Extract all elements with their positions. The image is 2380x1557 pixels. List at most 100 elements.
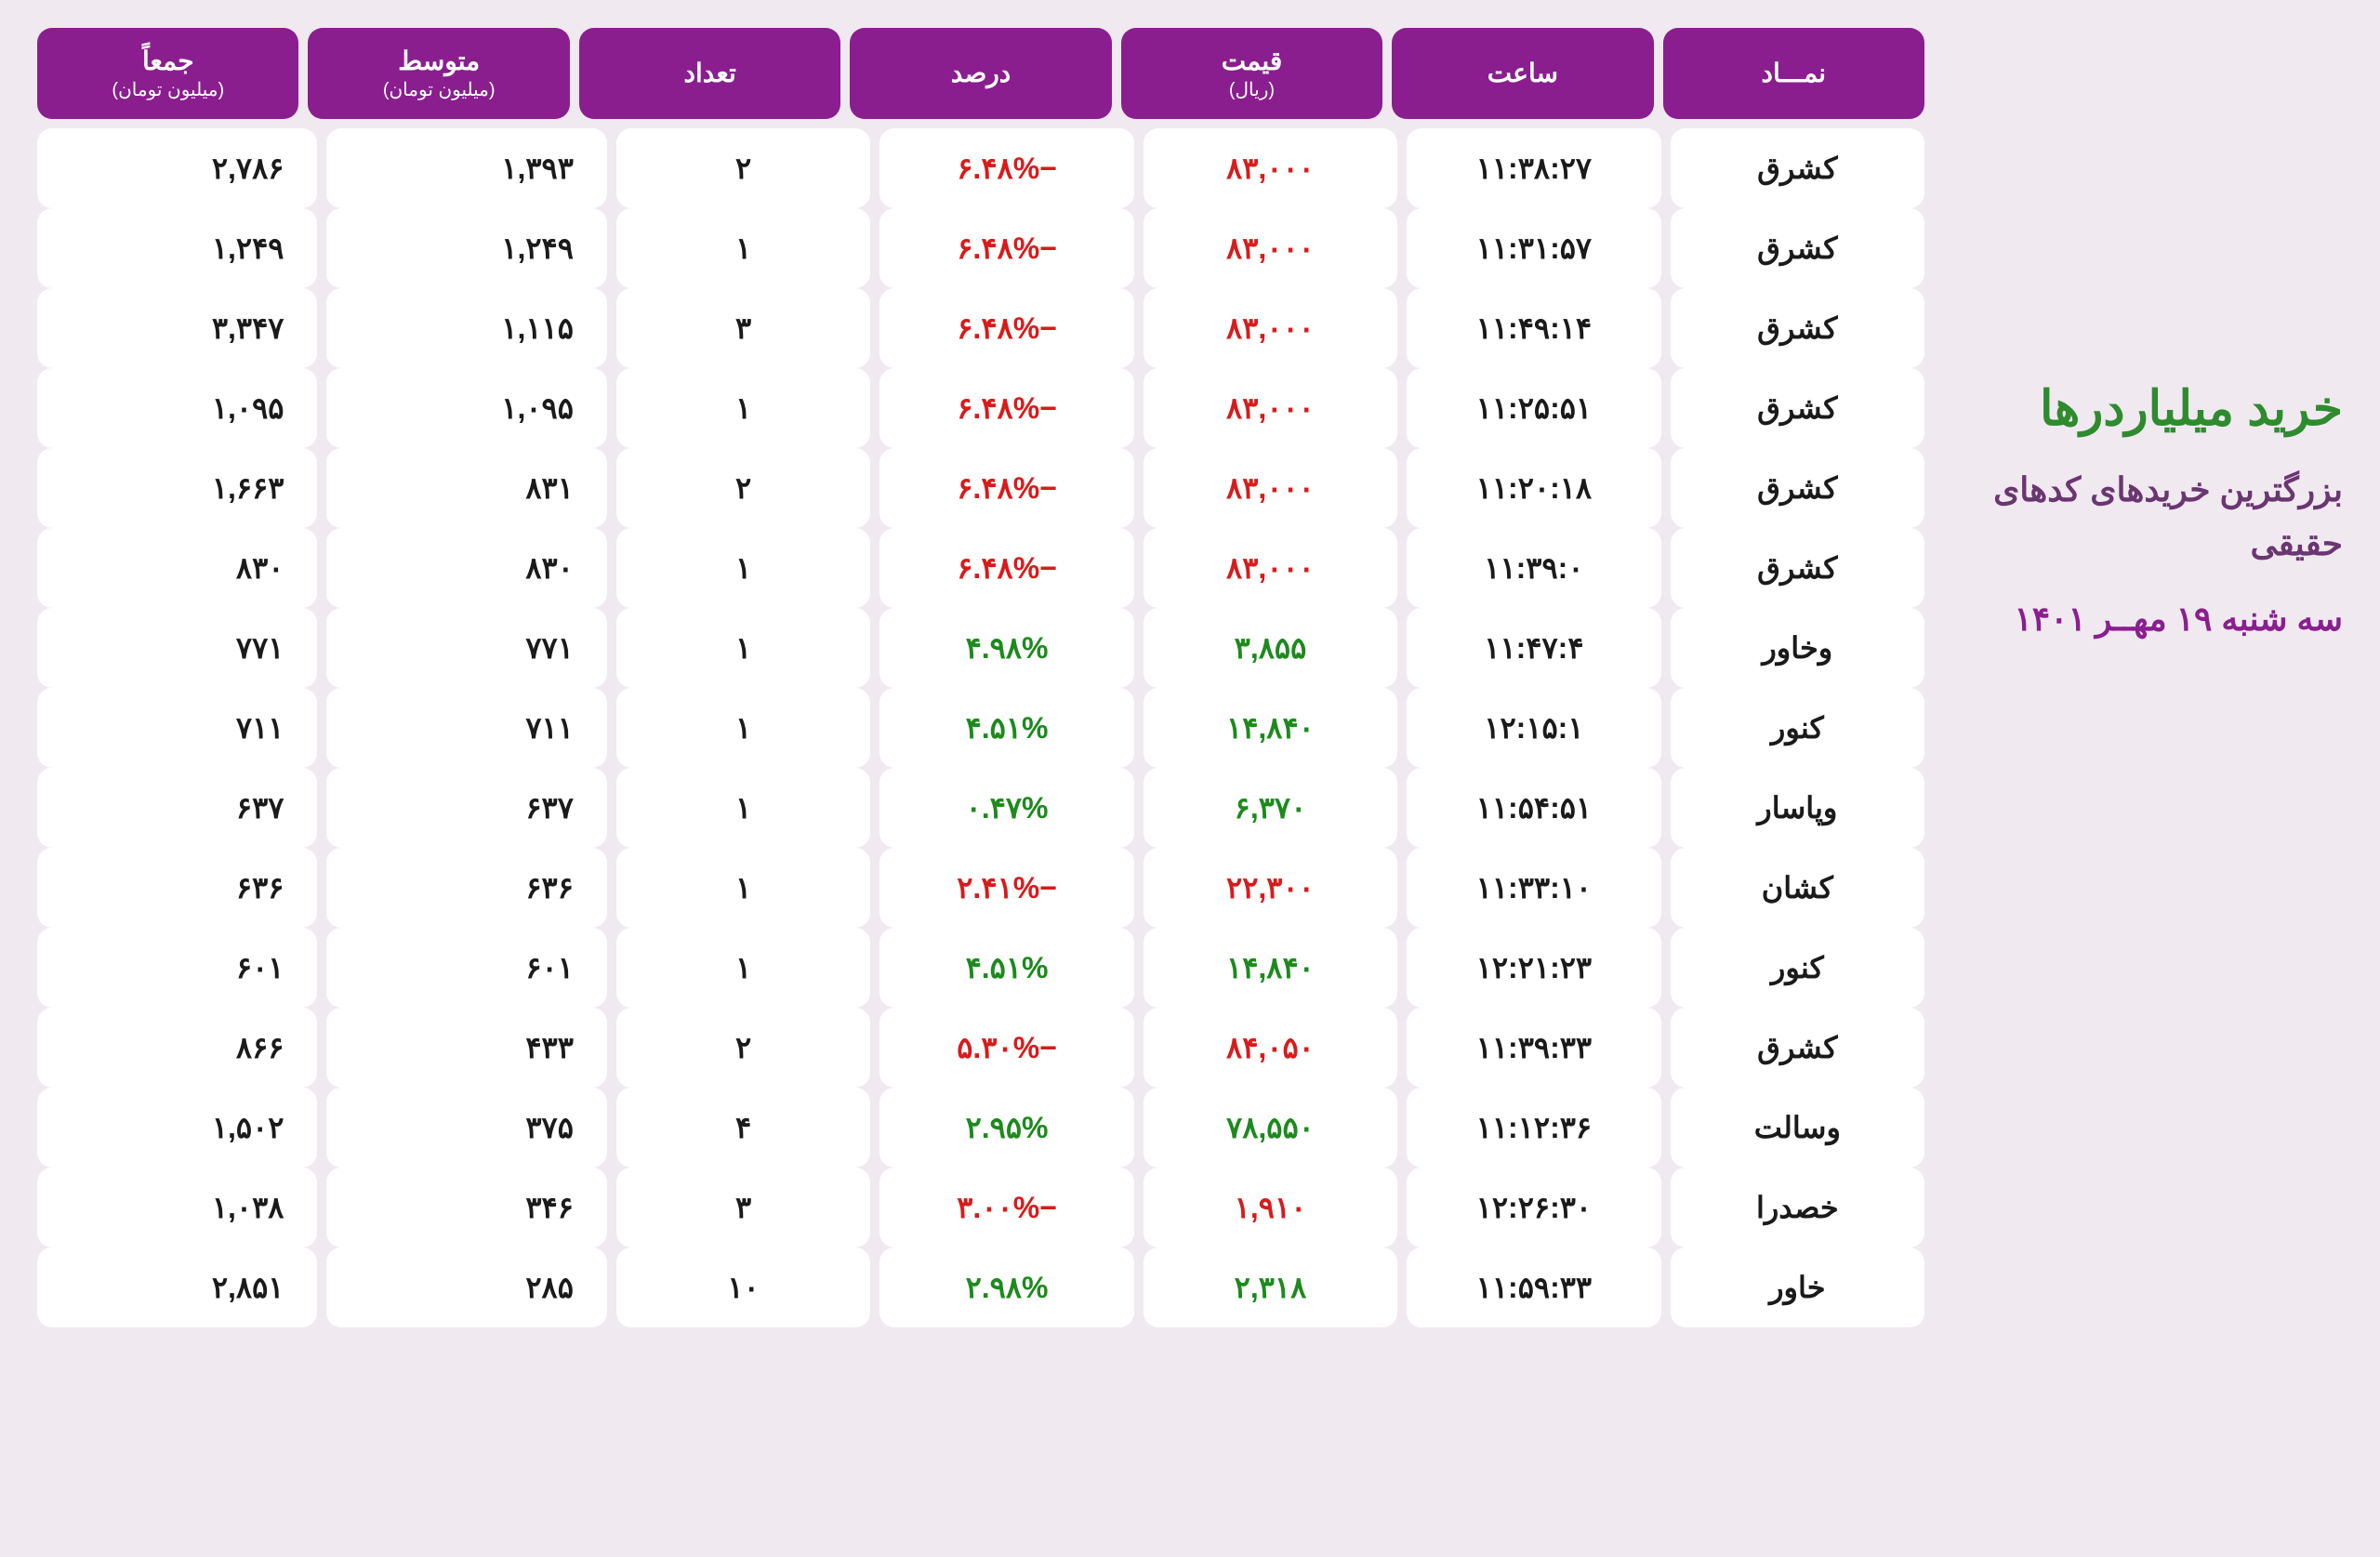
cell-avg: ۱,۰۹۵ xyxy=(326,368,606,448)
cell-percent: ۰.۴۷% xyxy=(879,768,1133,848)
cell-avg: ۱,۲۴۹ xyxy=(326,208,606,288)
cell-percent: −۶.۴۸% xyxy=(879,128,1133,208)
cell-symbol: کشرق xyxy=(1671,288,1924,368)
cell-price: ۸۳,۰۰۰ xyxy=(1144,208,1397,288)
cell-symbol: کنور xyxy=(1671,688,1924,768)
cell-count: ۱ xyxy=(616,368,870,448)
cell-count: ۱ xyxy=(616,928,870,1008)
table-row: کشرق۱۱:۳۹:۰۸۳,۰۰۰−۶.۴۸%۱۸۳۰۸۳۰ xyxy=(37,528,1924,608)
rows-container: کشرق۱۱:۳۸:۲۷۸۳,۰۰۰−۶.۴۸%۲۱,۳۹۳۲,۷۸۶کشرق۱… xyxy=(37,128,1924,1327)
cell-symbol: وسالت xyxy=(1671,1088,1924,1168)
table-row: کشرق۱۱:۴۹:۱۴۸۳,۰۰۰−۶.۴۸%۳۱,۱۱۵۳,۳۴۷ xyxy=(37,288,1924,368)
cell-time: ۱۲:۱۵:۱ xyxy=(1407,688,1660,768)
cell-avg: ۳۷۵ xyxy=(326,1088,606,1168)
cell-percent: −۶.۴۸% xyxy=(879,448,1133,528)
header-symbol: نمـــاد xyxy=(1663,28,1924,119)
cell-count: ۱ xyxy=(616,208,870,288)
cell-count: ۲ xyxy=(616,128,870,208)
cell-symbol: کشرق xyxy=(1671,208,1924,288)
cell-price: ۷۸,۵۵۰ xyxy=(1144,1088,1397,1168)
cell-avg: ۴۳۳ xyxy=(326,1008,606,1088)
cell-time: ۱۱:۳۳:۱۰ xyxy=(1407,848,1660,928)
cell-symbol: کشرق xyxy=(1671,1008,1924,1088)
cell-time: ۱۱:۳۸:۲۷ xyxy=(1407,128,1660,208)
cell-symbol: وخاور xyxy=(1671,608,1924,688)
header-time-label: ساعت xyxy=(1488,57,1558,90)
page-subtitle: بزرگترین خریدهای کدهای حقیقی xyxy=(1952,463,2343,570)
cell-percent: −۶.۴۸% xyxy=(879,288,1133,368)
cell-symbol: کنور xyxy=(1671,928,1924,1008)
cell-time: ۱۱:۳۹:۳۳ xyxy=(1407,1008,1660,1088)
cell-time: ۱۱:۵۴:۵۱ xyxy=(1407,768,1660,848)
side-panel: خرید میلیاردرها بزرگترین خریدهای کدهای ح… xyxy=(1952,28,2343,1529)
data-table: نمـــاد ساعت قیمت (ریال) درصد تعداد متوس… xyxy=(37,28,1924,1529)
cell-total: ۲,۷۸۶ xyxy=(37,128,317,208)
cell-avg: ۶۰۱ xyxy=(326,928,606,1008)
cell-avg: ۲۸۵ xyxy=(326,1247,606,1327)
cell-percent: −۶.۴۸% xyxy=(879,208,1133,288)
cell-percent: −۶.۴۸% xyxy=(879,528,1133,608)
cell-count: ۳ xyxy=(616,1168,870,1247)
cell-percent: ۲.۹۵% xyxy=(879,1088,1133,1168)
page-title: خرید میلیاردرها xyxy=(1952,381,2343,437)
cell-symbol: کشرق xyxy=(1671,448,1924,528)
cell-total: ۶۳۶ xyxy=(37,848,317,928)
page-container: خرید میلیاردرها بزرگترین خریدهای کدهای ح… xyxy=(37,28,2343,1529)
header-avg-label: متوسط xyxy=(398,45,480,78)
cell-count: ۲ xyxy=(616,448,870,528)
header-avg: متوسط (میلیون تومان) xyxy=(308,28,569,119)
cell-price: ۱,۹۱۰ xyxy=(1144,1168,1397,1247)
cell-price: ۲۲,۳۰۰ xyxy=(1144,848,1397,928)
cell-time: ۱۱:۲۰:۱۸ xyxy=(1407,448,1660,528)
cell-time: ۱۱:۴۷:۴ xyxy=(1407,608,1660,688)
table-row: کشرق۱۱:۳۱:۵۷۸۳,۰۰۰−۶.۴۸%۱۱,۲۴۹۱,۲۴۹ xyxy=(37,208,1924,288)
cell-total: ۱,۰۳۸ xyxy=(37,1168,317,1247)
table-row: خاور۱۱:۵۹:۳۳۲,۳۱۸۲.۹۸%۱۰۲۸۵۲,۸۵۱ xyxy=(37,1247,1924,1327)
cell-price: ۸۳,۰۰۰ xyxy=(1144,128,1397,208)
header-total-label: جمعاً xyxy=(142,45,194,78)
cell-total: ۷۱۱ xyxy=(37,688,317,768)
cell-price: ۳,۸۵۵ xyxy=(1144,608,1397,688)
cell-count: ۱ xyxy=(616,848,870,928)
cell-count: ۴ xyxy=(616,1088,870,1168)
cell-percent: ۴.۵۱% xyxy=(879,688,1133,768)
table-row: کنور۱۲:۱۵:۱۱۴,۸۴۰۴.۵۱%۱۷۱۱۷۱۱ xyxy=(37,688,1924,768)
cell-symbol: خصدرا xyxy=(1671,1168,1924,1247)
header-count: تعداد xyxy=(579,28,840,119)
table-row: کشرق۱۱:۳۹:۳۳۸۴,۰۵۰−۵.۳۰%۲۴۳۳۸۶۶ xyxy=(37,1008,1924,1088)
cell-total: ۶۰۱ xyxy=(37,928,317,1008)
cell-avg: ۳۴۶ xyxy=(326,1168,606,1247)
cell-avg: ۸۳۱ xyxy=(326,448,606,528)
header-price-sub: (ریال) xyxy=(1229,78,1275,102)
cell-symbol: وپاسار xyxy=(1671,768,1924,848)
cell-total: ۱,۰۹۵ xyxy=(37,368,317,448)
cell-total: ۷۷۱ xyxy=(37,608,317,688)
cell-total: ۸۶۶ xyxy=(37,1008,317,1088)
cell-price: ۸۴,۰۵۰ xyxy=(1144,1008,1397,1088)
cell-symbol: کشرق xyxy=(1671,368,1924,448)
cell-count: ۱ xyxy=(616,608,870,688)
cell-avg: ۱,۱۱۵ xyxy=(326,288,606,368)
cell-price: ۲,۳۱۸ xyxy=(1144,1247,1397,1327)
cell-percent: −۶.۴۸% xyxy=(879,368,1133,448)
cell-percent: −۲.۴۱% xyxy=(879,848,1133,928)
header-count-label: تعداد xyxy=(683,57,735,90)
cell-price: ۸۳,۰۰۰ xyxy=(1144,368,1397,448)
cell-percent: −۳.۰۰% xyxy=(879,1168,1133,1247)
cell-total: ۱,۶۶۳ xyxy=(37,448,317,528)
header-price: قیمت (ریال) xyxy=(1121,28,1382,119)
cell-time: ۱۲:۲۱:۲۳ xyxy=(1407,928,1660,1008)
cell-time: ۱۱:۵۹:۳۳ xyxy=(1407,1247,1660,1327)
cell-time: ۱۱:۴۹:۱۴ xyxy=(1407,288,1660,368)
cell-price: ۸۳,۰۰۰ xyxy=(1144,528,1397,608)
header-percent: درصد xyxy=(850,28,1111,119)
cell-symbol: کشرق xyxy=(1671,128,1924,208)
cell-total: ۸۳۰ xyxy=(37,528,317,608)
cell-count: ۱ xyxy=(616,528,870,608)
cell-count: ۲ xyxy=(616,1008,870,1088)
table-row: خصدرا۱۲:۲۶:۳۰۱,۹۱۰−۳.۰۰%۳۳۴۶۱,۰۳۸ xyxy=(37,1168,1924,1247)
cell-total: ۳,۳۴۷ xyxy=(37,288,317,368)
cell-avg: ۱,۳۹۳ xyxy=(326,128,606,208)
table-header-row: نمـــاد ساعت قیمت (ریال) درصد تعداد متوس… xyxy=(37,28,1924,119)
table-row: وپاسار۱۱:۵۴:۵۱۶,۳۷۰۰.۴۷%۱۶۳۷۶۳۷ xyxy=(37,768,1924,848)
